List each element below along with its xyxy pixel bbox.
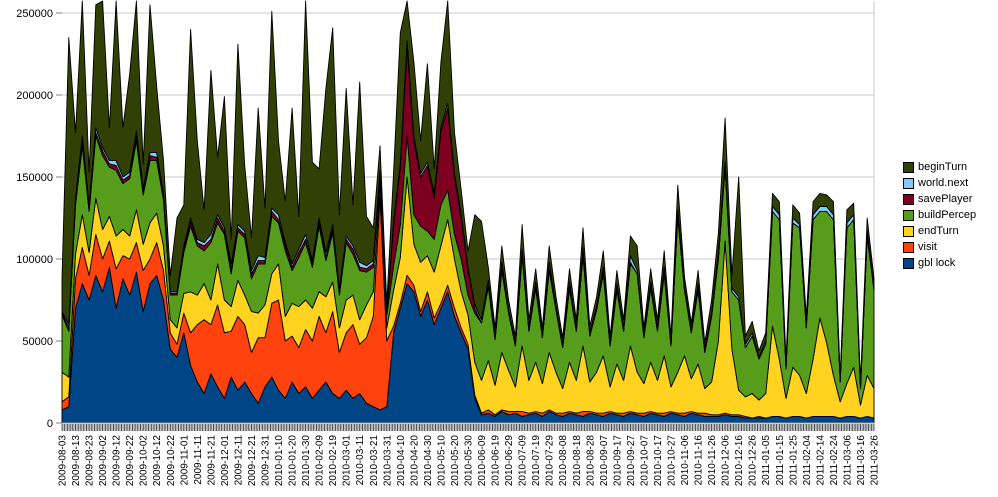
svg-text:0: 0: [47, 418, 53, 430]
svg-text:200000: 200000: [16, 90, 53, 102]
svg-text:2009-11-01: 2009-11-01: [179, 435, 190, 486]
legend-swatch-icon: [903, 177, 914, 189]
svg-text:2009-12-11: 2009-12-11: [233, 435, 244, 486]
legend-swatch-icon: [903, 161, 914, 173]
svg-text:2010-01-20: 2010-01-20: [288, 435, 299, 487]
svg-text:2010-10-17: 2010-10-17: [653, 435, 664, 487]
legend-swatch-icon: [903, 257, 914, 269]
svg-text:2010-02-09: 2010-02-09: [315, 435, 326, 487]
svg-text:2010-01-30: 2010-01-30: [301, 435, 312, 487]
legend-swatch-icon: [903, 241, 914, 253]
svg-text:2011-01-05: 2011-01-05: [761, 435, 772, 486]
svg-text:2010-08-08: 2010-08-08: [558, 435, 569, 487]
svg-text:2009-09-22: 2009-09-22: [125, 435, 136, 487]
series-area-beginturn: [61, 0, 875, 388]
svg-text:2009-10-12: 2009-10-12: [152, 435, 163, 487]
svg-text:2010-06-29: 2010-06-29: [504, 435, 515, 487]
legend-label: savePlayer: [918, 193, 973, 205]
svg-text:2010-04-30: 2010-04-30: [423, 435, 434, 487]
svg-text:2010-03-31: 2010-03-31: [382, 435, 393, 487]
svg-text:2010-08-18: 2010-08-18: [572, 435, 583, 487]
svg-text:2009-08-13: 2009-08-13: [71, 435, 82, 487]
svg-text:2011-02-04: 2011-02-04: [802, 435, 813, 486]
legend-swatch-icon: [903, 225, 914, 237]
legend-item: beginTurn: [903, 159, 976, 175]
svg-text:2011-01-25: 2011-01-25: [788, 435, 799, 486]
svg-text:2010-12-26: 2010-12-26: [748, 435, 759, 487]
legend-item: endTurn: [903, 223, 976, 239]
svg-text:2010-01-10: 2010-01-10: [274, 435, 285, 487]
svg-text:2009-12-01: 2009-12-01: [220, 435, 231, 487]
svg-text:2010-04-10: 2010-04-10: [396, 435, 407, 487]
svg-text:2009-09-12: 2009-09-12: [112, 435, 123, 487]
legend-label: visit: [918, 241, 937, 253]
legend-label: buildPercep: [918, 209, 977, 221]
svg-text:2010-09-27: 2010-09-27: [626, 435, 637, 487]
svg-text:2011-02-24: 2011-02-24: [829, 435, 840, 486]
svg-text:2010-07-29: 2010-07-29: [545, 435, 556, 487]
svg-text:2010-11-26: 2010-11-26: [707, 435, 718, 486]
svg-text:2009-11-11: 2009-11-11: [193, 435, 204, 485]
svg-text:2010-06-19: 2010-06-19: [491, 435, 502, 487]
svg-text:2010-05-20: 2010-05-20: [450, 435, 461, 487]
svg-text:250000: 250000: [16, 8, 53, 20]
legend-item: world.next: [903, 175, 976, 191]
svg-text:2010-09-17: 2010-09-17: [612, 435, 623, 487]
svg-text:2009-10-02: 2009-10-02: [139, 435, 150, 487]
svg-text:2010-12-06: 2010-12-06: [721, 435, 732, 487]
svg-text:2010-07-09: 2010-07-09: [518, 435, 529, 487]
svg-text:2010-07-19: 2010-07-19: [531, 435, 542, 487]
svg-text:100000: 100000: [16, 254, 53, 266]
svg-text:2010-03-21: 2010-03-21: [369, 435, 380, 487]
svg-text:2010-06-09: 2010-06-09: [477, 435, 488, 487]
svg-text:2009-12-21: 2009-12-21: [247, 435, 258, 487]
svg-text:2011-03-26: 2011-03-26: [870, 435, 881, 486]
legend-label: gbl lock: [918, 257, 956, 269]
svg-text:2010-02-19: 2010-02-19: [328, 435, 339, 487]
svg-text:2010-11-06: 2010-11-06: [680, 435, 691, 486]
legend-swatch-icon: [903, 193, 914, 205]
svg-text:2011-01-15: 2011-01-15: [775, 435, 786, 486]
svg-text:2009-11-21: 2009-11-21: [206, 435, 217, 486]
svg-text:2011-02-14: 2011-02-14: [815, 435, 826, 486]
legend-label: beginTurn: [918, 161, 968, 173]
svg-text:2009-08-03: 2009-08-03: [58, 435, 69, 487]
svg-text:2010-12-16: 2010-12-16: [734, 435, 745, 487]
legend-label: world.next: [918, 177, 969, 189]
svg-text:2010-05-30: 2010-05-30: [464, 435, 475, 487]
legend-item: visit: [903, 239, 976, 255]
y-axis-labels: 0 50000 100000 150000 200000 250000: [16, 8, 53, 430]
svg-text:150000: 150000: [16, 172, 53, 184]
x-axis-labels: 2009-08-03 2009-08-13 2009-08-23 2009-09-02…: [58, 435, 881, 487]
svg-text:2010-03-01: 2010-03-01: [342, 435, 353, 487]
svg-text:2011-03-16: 2011-03-16: [856, 435, 867, 486]
svg-text:2009-09-02: 2009-09-02: [98, 435, 109, 487]
svg-text:2011-03-06: 2011-03-06: [842, 435, 853, 486]
svg-text:2010-10-07: 2010-10-07: [639, 435, 650, 487]
svg-text:2009-12-31: 2009-12-31: [261, 435, 272, 487]
svg-text:2010-09-07: 2010-09-07: [599, 435, 610, 487]
legend-label: endTurn: [918, 225, 959, 237]
legend-item: gbl lock: [903, 255, 976, 271]
svg-text:2010-03-11: 2010-03-11: [355, 435, 366, 486]
legend-swatch-icon: [903, 209, 914, 221]
svg-text:50000: 50000: [22, 336, 53, 348]
svg-text:2010-11-16: 2010-11-16: [694, 435, 705, 486]
svg-text:2010-10-27: 2010-10-27: [667, 435, 678, 487]
legend-item: savePlayer: [903, 191, 976, 207]
svg-text:2010-04-20: 2010-04-20: [409, 435, 420, 487]
svg-text:2010-08-28: 2010-08-28: [585, 435, 596, 487]
legend-item: buildPercep: [903, 207, 976, 223]
legend: beginTurn world.next savePlayer buildPercep…: [903, 159, 976, 271]
svg-text:2010-05-10: 2010-05-10: [436, 435, 447, 487]
svg-text:2009-08-23: 2009-08-23: [85, 435, 96, 487]
svg-text:2009-10-22: 2009-10-22: [166, 435, 177, 487]
